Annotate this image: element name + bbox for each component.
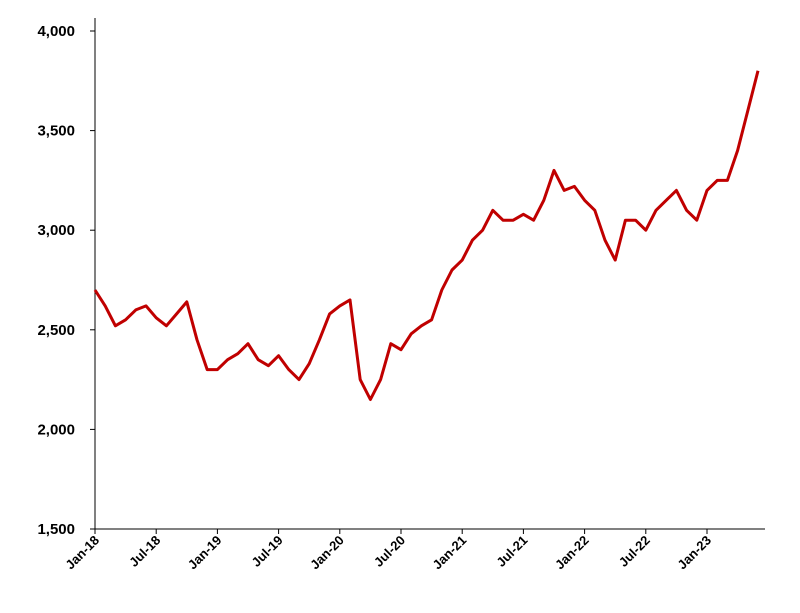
line-series: [93, 70, 760, 401]
x-tick-label: Jan-20: [307, 533, 347, 573]
y-tick-label: 3,000: [37, 222, 75, 239]
y-tick-label: 2,500: [37, 322, 75, 339]
x-tick-label: Jul-19: [249, 533, 286, 570]
y-tick-label: 3,500: [37, 123, 75, 140]
x-tick-label: Jan-22: [552, 533, 592, 573]
x-tick-label: Jul-18: [126, 533, 163, 570]
x-tick-label: Jan-23: [674, 533, 714, 573]
y-tick-label: 4,000: [37, 23, 75, 40]
y-tick-label: 1,500: [37, 521, 75, 538]
y-tick-label: 2,000: [37, 421, 75, 438]
x-tick-label: Jul-22: [616, 533, 653, 570]
x-tick-label: Jan-18: [62, 533, 102, 573]
x-tick-label: Jul-20: [371, 533, 408, 570]
x-tick-label: Jan-19: [185, 533, 225, 573]
x-tick-label: Jan-21: [430, 533, 470, 573]
x-tick-label: Jul-21: [493, 533, 530, 570]
